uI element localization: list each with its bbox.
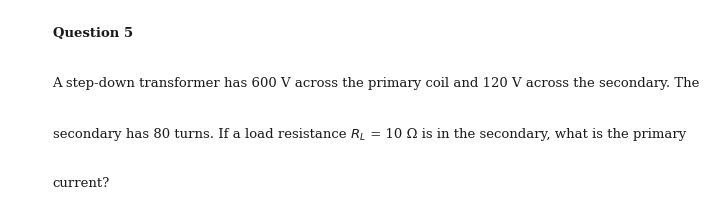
Text: A step-down transformer has 600 V across the primary coil and 120 V across the s: A step-down transformer has 600 V across… (53, 77, 700, 90)
Text: $R_L$: $R_L$ (351, 128, 366, 143)
Text: current?: current? (53, 177, 110, 190)
Text: = 10 Ω is in the secondary, what is the primary: = 10 Ω is in the secondary, what is the … (366, 128, 686, 141)
Text: Question 5: Question 5 (53, 27, 132, 40)
Text: secondary has 80 turns. If a load resistance: secondary has 80 turns. If a load resist… (53, 128, 351, 141)
